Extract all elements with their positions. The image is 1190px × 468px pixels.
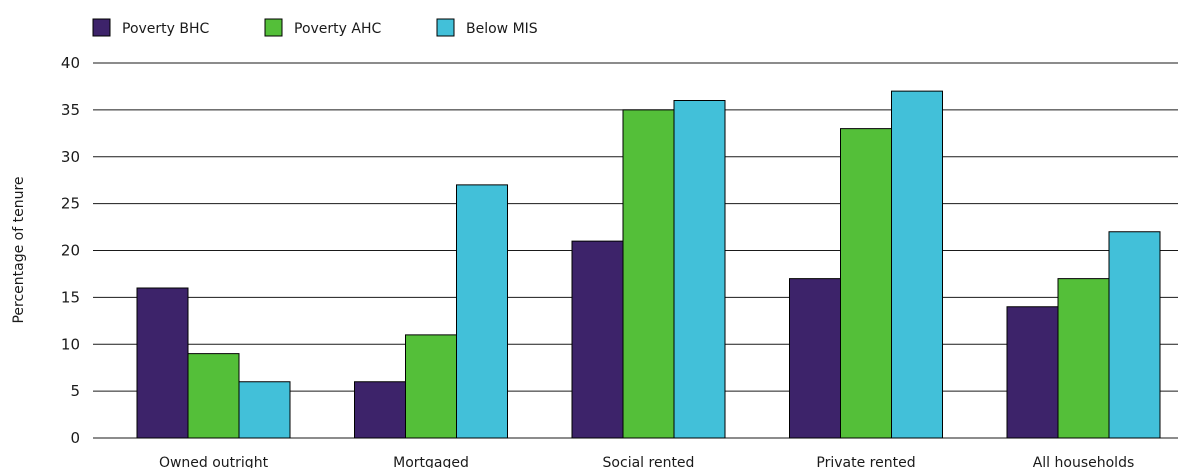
x-tick-label-private-rented: Private rented <box>816 455 915 468</box>
legend-item-poverty-ahc: Poverty AHC <box>264 18 381 37</box>
bar-private-rented-poverty-ahc <box>840 128 892 439</box>
bar-social-rented-poverty-bhc <box>571 240 624 439</box>
bar-all-households-poverty-ahc <box>1057 278 1110 439</box>
y-axis-title: Percentage of tenure <box>11 176 27 323</box>
bar-group-all-households <box>1006 231 1161 439</box>
bar-mortgaged-poverty-ahc <box>405 334 457 439</box>
legend-label-poverty-ahc: Poverty AHC <box>294 21 381 37</box>
bar-groups <box>136 90 1161 439</box>
y-tick-label-20: 20 <box>61 242 80 260</box>
legend-item-poverty-bhc: Poverty BHC <box>92 18 210 37</box>
y-tick-label-0: 0 <box>70 429 80 447</box>
y-tick-label-30: 30 <box>61 148 80 166</box>
bar-social-rented-poverty-ahc <box>622 109 675 439</box>
bar-group-owned-outright <box>136 287 291 439</box>
bar-mortgaged-below-mis <box>456 184 508 439</box>
chart-legend: Poverty BHC Poverty AHC Below MIS <box>92 18 538 37</box>
x-tick-label-social-rented: Social rented <box>603 455 695 468</box>
legend-swatch-below-mis <box>436 18 455 37</box>
bar-group-mortgaged <box>354 184 508 439</box>
bar-owned-outright-poverty-bhc <box>136 287 189 439</box>
bar-group-social-rented <box>571 100 726 439</box>
bar-owned-outright-below-mis <box>238 381 291 439</box>
y-tick-label-40: 40 <box>61 54 80 72</box>
bar-all-households-poverty-bhc <box>1006 306 1059 439</box>
y-tick-label-10: 10 <box>61 335 80 353</box>
legend-label-below-mis: Below MIS <box>466 21 538 37</box>
bar-private-rented-below-mis <box>891 90 943 439</box>
y-tick-label-25: 25 <box>61 195 80 213</box>
y-tick-label-5: 5 <box>70 382 80 400</box>
x-tick-label-all-households: All households <box>1033 455 1135 468</box>
bar-mortgaged-poverty-bhc <box>354 381 406 439</box>
x-tick-label-mortgaged: Mortgaged <box>393 455 469 468</box>
x-axis-labels: Owned outright Mortgaged Social rented Priv… <box>159 455 1134 468</box>
y-tick-label-15: 15 <box>61 288 80 306</box>
legend-swatch-poverty-bhc <box>92 18 111 37</box>
bar-all-households-below-mis <box>1108 231 1161 439</box>
bar-social-rented-below-mis <box>673 100 726 439</box>
y-axis-ticks: 0 5 10 15 20 25 30 35 40 <box>61 54 80 447</box>
bar-owned-outright-poverty-ahc <box>187 353 240 439</box>
y-tick-label-35: 35 <box>61 101 80 119</box>
legend-label-poverty-bhc: Poverty BHC <box>122 21 210 37</box>
legend-swatch-poverty-ahc <box>264 18 283 37</box>
bar-group-private-rented <box>789 90 943 439</box>
legend-item-below-mis: Below MIS <box>436 18 538 37</box>
x-tick-label-owned-outright: Owned outright <box>159 455 269 468</box>
bar-private-rented-poverty-bhc <box>789 278 841 439</box>
